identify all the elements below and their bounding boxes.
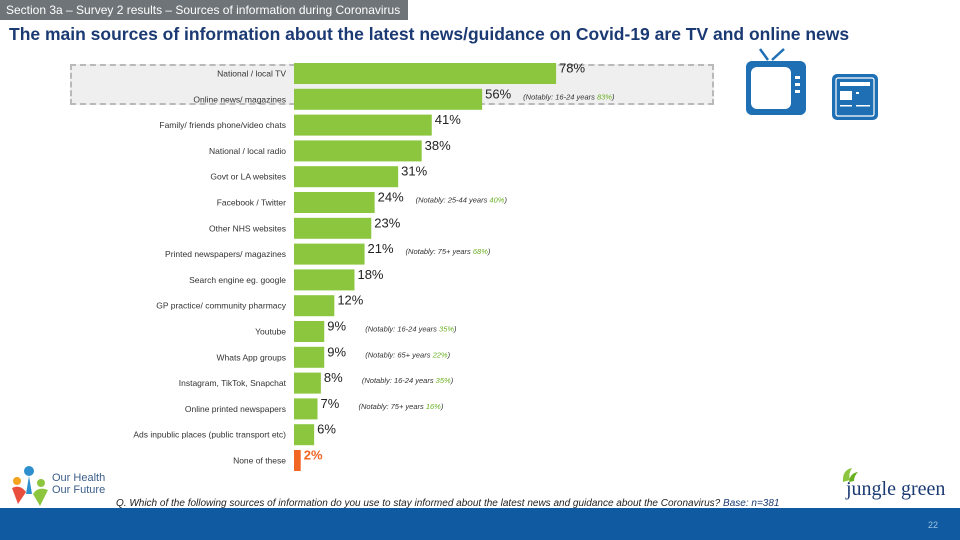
question-footnote: Q. Which of the following sources of inf… bbox=[116, 498, 780, 509]
bar bbox=[294, 295, 335, 317]
category-label: Online printed newspapers bbox=[185, 404, 286, 414]
category-label: National / local TV bbox=[217, 69, 286, 79]
value-label: 56% bbox=[485, 86, 511, 101]
bar-chart: National / local TV 78% Online news/ magaz… bbox=[133, 61, 615, 471]
base-size: Base: n=381 bbox=[723, 498, 780, 509]
page-number: 22 bbox=[927, 520, 938, 530]
value-label: 21% bbox=[368, 241, 394, 256]
value-label: 9% bbox=[327, 344, 346, 359]
category-label: Printed newspapers/ magazines bbox=[165, 249, 286, 259]
bar bbox=[294, 140, 422, 162]
newspaper-icon bbox=[832, 74, 878, 120]
tv-icon bbox=[746, 48, 806, 115]
notable-annotation: (Notably: 25-44 years 40%) bbox=[416, 196, 508, 205]
value-label: 18% bbox=[357, 267, 383, 282]
bar bbox=[294, 269, 355, 291]
bar bbox=[294, 192, 375, 213]
notable-annotation: (Notably: 16-24 years 35%) bbox=[362, 376, 454, 385]
our-health-logo-icon bbox=[12, 466, 48, 506]
page-title: The main sources of information about th… bbox=[9, 24, 850, 44]
our-health-logo-text: Our Health Our Future bbox=[52, 472, 106, 496]
value-label: 12% bbox=[337, 293, 363, 308]
category-label: Youtube bbox=[255, 327, 286, 337]
bar bbox=[294, 346, 325, 368]
category-label: None of these bbox=[233, 456, 286, 466]
value-label: 41% bbox=[435, 112, 461, 127]
bar bbox=[294, 424, 315, 446]
value-label: 23% bbox=[374, 215, 400, 230]
bar bbox=[294, 321, 325, 342]
bar bbox=[294, 372, 321, 394]
category-label: Online news/ magazines bbox=[193, 94, 286, 104]
bar bbox=[294, 166, 399, 188]
bar bbox=[294, 243, 365, 265]
bar bbox=[294, 88, 483, 110]
jungle-green-logo-text: jungle green bbox=[846, 478, 946, 500]
notable-annotation: (Notably: 75+ years 16%) bbox=[359, 402, 444, 411]
bar bbox=[294, 114, 432, 136]
category-label: Family/ friends phone/video chats bbox=[159, 120, 286, 130]
category-label: Whats App groups bbox=[217, 352, 286, 362]
value-label: 2% bbox=[304, 448, 323, 463]
category-label: National / local radio bbox=[209, 146, 286, 156]
value-label: 78% bbox=[559, 61, 585, 76]
section-label: Section 3a – Survey 2 results – Sources … bbox=[0, 0, 409, 20]
category-label: Govt or LA websites bbox=[210, 172, 286, 182]
notable-annotation: (Notably: 16-24 years 83%) bbox=[523, 92, 615, 101]
category-label: Facebook / Twitter bbox=[217, 198, 286, 208]
category-label: Instagram, TikTok, Snapchat bbox=[179, 378, 287, 388]
notable-annotation: (Notably: 65+ years 22%) bbox=[365, 350, 450, 359]
bar bbox=[294, 217, 372, 239]
value-label: 9% bbox=[327, 319, 346, 334]
category-label: GP practice/ community pharmacy bbox=[156, 301, 286, 311]
category-label: Other NHS websites bbox=[209, 223, 286, 233]
value-label: 38% bbox=[425, 138, 451, 153]
bar bbox=[294, 398, 318, 420]
value-label: 31% bbox=[401, 164, 427, 179]
notable-annotation: (Notably: 16-24 years 35%) bbox=[365, 325, 457, 334]
category-label: Search engine eg. google bbox=[189, 275, 286, 285]
category-label: Ads inpublic places (public transport et… bbox=[133, 430, 286, 440]
footer-bar bbox=[0, 508, 960, 540]
value-label: 24% bbox=[378, 190, 404, 205]
value-label: 7% bbox=[321, 396, 340, 411]
jungle-green-leaf-icon bbox=[842, 468, 858, 482]
bar bbox=[294, 63, 557, 84]
notable-annotation: (Notably: 75+ years 68%) bbox=[406, 247, 491, 256]
value-label: 6% bbox=[317, 422, 336, 437]
bar bbox=[294, 450, 301, 471]
value-label: 8% bbox=[324, 370, 343, 385]
